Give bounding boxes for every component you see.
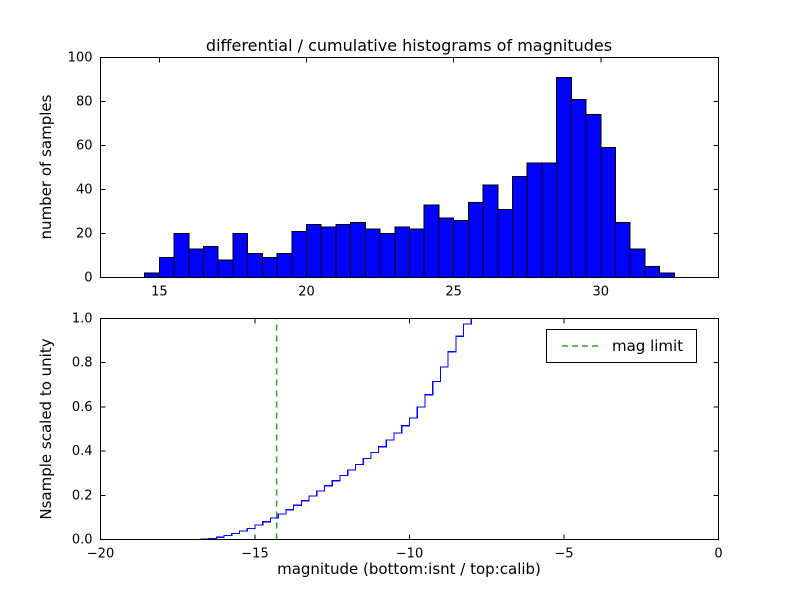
x-tick-label: 0	[714, 547, 722, 562]
histogram-bar	[173, 233, 190, 278]
histogram-bar	[247, 252, 263, 279]
x-tick-label: −15	[241, 547, 268, 562]
histogram-bar	[261, 257, 278, 279]
x-tick-label: −10	[396, 547, 423, 562]
histogram-bar	[467, 202, 484, 278]
histogram-bar	[423, 204, 440, 278]
histogram-bar	[394, 226, 410, 278]
histogram-bar	[629, 248, 646, 278]
histogram-bar	[644, 266, 661, 278]
histogram-bar	[585, 114, 602, 278]
histogram-bar	[320, 226, 337, 278]
histogram-bar	[188, 248, 205, 278]
y-tick-label: 0	[84, 271, 92, 286]
histogram-bar	[438, 217, 455, 279]
histogram-bar	[276, 252, 293, 279]
histogram-bar	[364, 228, 381, 279]
histogram-bar	[512, 175, 528, 278]
histogram-bar	[379, 233, 396, 278]
histogram-bar	[615, 222, 631, 278]
y-tick-label: 0.8	[72, 356, 93, 371]
x-tick-label: −5	[554, 547, 573, 562]
histogram-bar	[350, 222, 366, 278]
legend: mag limit	[546, 329, 698, 363]
y-tick-label: 40	[76, 183, 93, 198]
y-tick-label: 0.0	[72, 533, 93, 548]
histogram-bar	[659, 272, 675, 279]
x-axis-label: magnitude (bottom:isnt / top:calib)	[277, 560, 541, 578]
histogram-bar	[497, 208, 513, 278]
histogram-bar	[291, 230, 307, 279]
histogram-bar	[335, 224, 352, 278]
histogram-bar	[600, 147, 616, 278]
histogram-bar	[217, 259, 234, 278]
x-tick-label: 20	[298, 285, 315, 300]
histogram-bar	[203, 246, 219, 278]
x-tick-label: −20	[87, 547, 114, 562]
histogram-bar	[144, 272, 160, 279]
histogram-bar	[556, 76, 572, 278]
y-tick-label: 0.6	[72, 400, 93, 415]
y-tick-label: 1.0	[72, 312, 93, 327]
x-tick-label: 30	[593, 285, 610, 300]
histogram-bar	[306, 224, 322, 278]
histogram-bar	[232, 233, 249, 278]
chart-title: differential / cumulative histograms of …	[205, 36, 613, 55]
y-tick-label: 20	[76, 227, 93, 242]
legend-dashed-line-icon	[562, 345, 598, 347]
y-tick-label: 0.4	[72, 444, 93, 459]
histogram-bar	[482, 184, 499, 279]
histogram-bar	[570, 98, 587, 278]
y-tick-label: 80	[76, 95, 93, 110]
x-tick-label: 15	[151, 285, 168, 300]
histogram-bar	[409, 228, 425, 279]
y-tick-label: 100	[68, 51, 93, 66]
axes-frame	[100, 57, 719, 278]
x-tick-label: 25	[445, 285, 462, 300]
histogram-bar	[453, 219, 469, 279]
histogram-bar	[541, 162, 558, 279]
cumulative-step-line	[193, 318, 472, 541]
legend-label: mag limit	[612, 337, 684, 355]
y-tick-label: 0.2	[72, 488, 93, 503]
histogram-bar	[158, 257, 175, 279]
histogram-bar	[526, 162, 543, 279]
y-tick-label: 60	[76, 139, 93, 154]
